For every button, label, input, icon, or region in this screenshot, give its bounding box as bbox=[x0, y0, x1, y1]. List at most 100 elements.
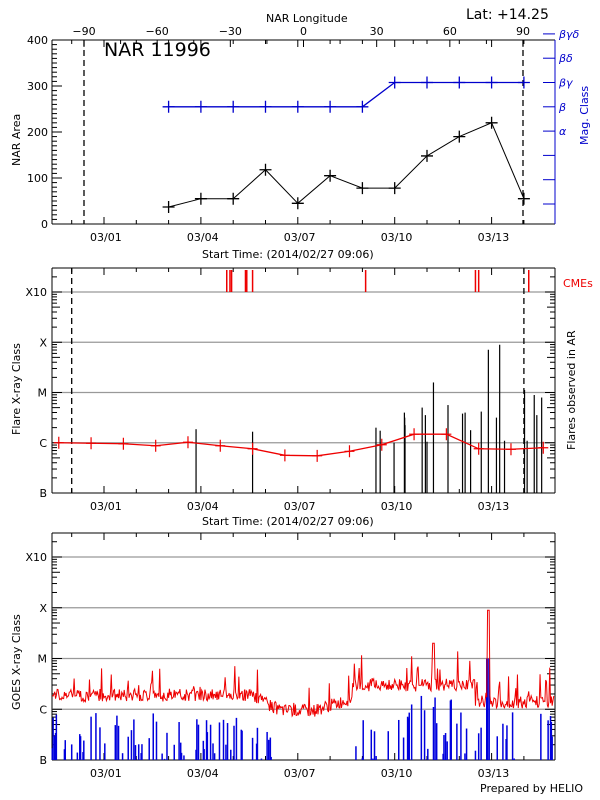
flare-smoothed-point bbox=[53, 436, 64, 449]
flare-smoothed-point bbox=[247, 442, 258, 455]
flare-smoothed-line bbox=[58, 433, 544, 457]
mag-class-point bbox=[421, 76, 433, 89]
lon-tick-label: 30 bbox=[370, 25, 384, 38]
mag-tick-label: α bbox=[559, 125, 567, 138]
area-point bbox=[194, 192, 207, 205]
y-label-flares-observed: Flares observed in AR bbox=[565, 330, 578, 450]
mid-x-tick-label: 03/10 bbox=[381, 500, 413, 513]
flare-smoothed-point bbox=[86, 437, 97, 450]
flare-smoothed-point bbox=[441, 428, 452, 441]
footer-credit: Prepared by HELIO bbox=[480, 782, 583, 795]
lon-tick-label: −30 bbox=[219, 25, 242, 38]
top-y-tick-label: 0 bbox=[41, 218, 48, 231]
mag-class-point bbox=[324, 100, 337, 113]
mag-class-line bbox=[168, 81, 524, 108]
area-point bbox=[485, 116, 498, 129]
flare-smoothed-point bbox=[344, 445, 355, 458]
top-y-tick-label: 200 bbox=[27, 126, 48, 139]
mag-class-point bbox=[453, 76, 466, 89]
area-point bbox=[259, 163, 272, 176]
mid-x-tick-label: 03/07 bbox=[284, 500, 316, 513]
mag-tick-label: βγδ bbox=[558, 28, 580, 41]
mag-class-point bbox=[259, 100, 272, 113]
area-line bbox=[168, 122, 525, 208]
flare-smoothed-point bbox=[538, 441, 549, 454]
area-point bbox=[421, 149, 433, 162]
cme-label: CMEs bbox=[563, 277, 593, 290]
mag-class-point bbox=[388, 76, 401, 89]
flare-smoothed-point bbox=[409, 428, 420, 441]
start-time-label-mid: Start Time: (2014/02/27 09:06) bbox=[202, 515, 374, 528]
lon-tick-label: 60 bbox=[443, 25, 457, 38]
top-y-tick-label: 100 bbox=[27, 172, 48, 185]
flare-smoothed-point bbox=[150, 439, 161, 452]
bot-x-tick-label: 03/01 bbox=[90, 767, 122, 780]
goes-long-line bbox=[52, 609, 555, 718]
mag-class-point bbox=[517, 76, 530, 89]
mid-x-tick-label: 03/04 bbox=[187, 500, 219, 513]
area-point bbox=[291, 197, 304, 210]
bot-x-tick-label: 03/13 bbox=[478, 767, 510, 780]
bot-y-tick-label: X10 bbox=[25, 551, 47, 564]
flare-smoothed-point bbox=[279, 449, 290, 462]
lon-tick-label: 90 bbox=[516, 25, 530, 38]
top-y-tick-label: 400 bbox=[27, 34, 48, 47]
mag-tick-label: β bbox=[558, 101, 566, 114]
y-label-nar-area: NAR Area bbox=[10, 114, 23, 166]
bot-y-tick-label: B bbox=[39, 754, 47, 767]
top-x-tick-label: 03/04 bbox=[187, 231, 219, 244]
flare-smoothed-point bbox=[118, 437, 129, 450]
flare-smoothed-point bbox=[505, 443, 516, 456]
y-label-flare-class: Flare X-ray Class bbox=[10, 343, 23, 435]
mag-class-point bbox=[291, 100, 304, 113]
bot-x-tick-label: 03/04 bbox=[187, 767, 219, 780]
mid-y-tick-label: M bbox=[38, 387, 48, 400]
lon-tick-label: 0 bbox=[300, 25, 307, 38]
y-label-mag-class: Mag. Class bbox=[578, 86, 591, 145]
mag-class-point bbox=[485, 76, 498, 89]
bot-y-tick-label: C bbox=[39, 703, 47, 716]
top-y-tick-label: 300 bbox=[27, 80, 48, 93]
mid-y-tick-label: X10 bbox=[25, 286, 47, 299]
mid-x-tick-label: 03/13 bbox=[478, 500, 510, 513]
mid-y-tick-label: C bbox=[39, 437, 47, 450]
region-title: NAR 11996 bbox=[104, 39, 211, 61]
latitude-label: Lat: +14.25 bbox=[466, 7, 549, 23]
bot-x-tick-label: 03/07 bbox=[284, 767, 316, 780]
mid-y-tick-label: X bbox=[39, 336, 47, 349]
area-point bbox=[453, 130, 466, 143]
mag-class-point bbox=[227, 100, 240, 113]
mag-class-point bbox=[162, 100, 175, 113]
lon-tick-label: −60 bbox=[146, 25, 169, 38]
area-point bbox=[517, 192, 530, 205]
top-x-tick-label: 03/13 bbox=[478, 231, 510, 244]
top-x-tick-label: 03/07 bbox=[284, 231, 316, 244]
mag-class-point bbox=[356, 100, 369, 113]
flare-smoothed-point bbox=[182, 436, 193, 449]
mag-tick-label: βγ bbox=[558, 77, 573, 90]
panel-goes: B C M X X10 03/01 03/04 03/07 03/10 03/13 bbox=[25, 532, 556, 780]
area-point bbox=[227, 192, 240, 205]
bot-y-tick-label: X bbox=[39, 602, 47, 615]
bot-x-tick-label: 03/10 bbox=[381, 767, 413, 780]
mag-class-point bbox=[194, 100, 207, 113]
lon-tick-label: −90 bbox=[72, 25, 95, 38]
flare-smoothed-point bbox=[376, 438, 387, 451]
flare-smoothed-point bbox=[312, 449, 323, 462]
mid-y-tick-label: B bbox=[39, 487, 47, 500]
panel-area-magclass: 03/01 03/04 03/07 03/10 03/130100200300400−9… bbox=[27, 25, 580, 244]
mag-tick-label: βδ bbox=[558, 52, 573, 65]
top-x-tick-label: 03/10 bbox=[381, 231, 413, 244]
panel-flares: B C M X X10 03/01 03/04 03/07 03/10 03/13 bbox=[25, 267, 556, 513]
area-point bbox=[388, 182, 401, 195]
flare-smoothed-point bbox=[473, 442, 484, 455]
area-point bbox=[324, 169, 337, 182]
y-label-goes-class: GOES X-ray Class bbox=[10, 614, 23, 710]
top-x-tick-label: 03/01 bbox=[90, 231, 122, 244]
top-axis-title: NAR Longitude bbox=[266, 12, 348, 25]
area-point bbox=[162, 200, 175, 213]
bot-y-tick-label: M bbox=[38, 653, 48, 666]
start-time-label-top: Start Time: (2014/02/27 09:06) bbox=[202, 248, 374, 261]
area-point bbox=[356, 182, 369, 195]
